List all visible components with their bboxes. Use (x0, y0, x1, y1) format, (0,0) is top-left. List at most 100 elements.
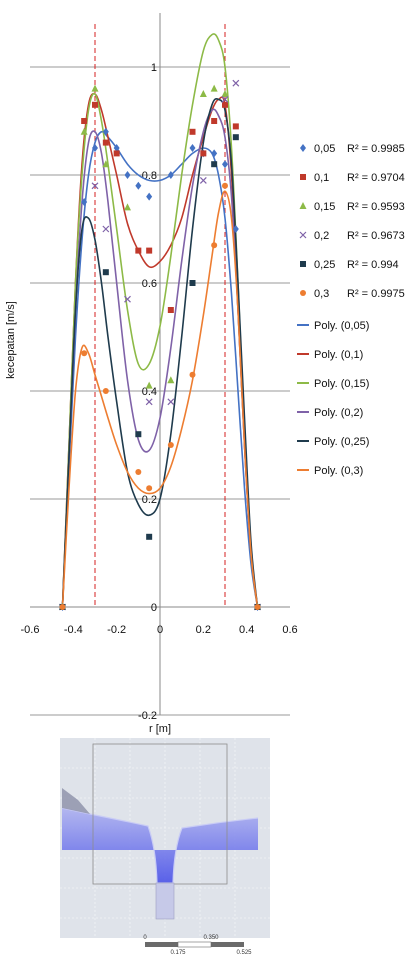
x-axis-label: r [m] (149, 723, 171, 735)
velocity-chart: -0.200.20.40.60.81-0.6 -0.4 -0.2 0 0.2 0.4 0.6… (5, 13, 405, 735)
data-point-5 (222, 182, 228, 189)
legend-r2: R² = 0.9673 (347, 230, 405, 242)
sim-splash (62, 788, 90, 814)
data-point-3 (91, 182, 99, 190)
data-point-2 (102, 160, 110, 168)
data-point-5 (211, 242, 218, 249)
data-point-0 (81, 198, 88, 206)
legend-marker-5 (300, 290, 306, 296)
legend-marker-2 (299, 202, 307, 209)
data-point-2 (221, 90, 229, 97)
legend-r2: R² = 0.9975 (347, 288, 405, 300)
data-point-3 (199, 176, 207, 184)
data-point-3 (232, 79, 240, 87)
x-tick-label: -0.6 (21, 624, 40, 636)
sim-water-body (62, 808, 258, 883)
data-point-4 (189, 280, 196, 286)
x-tick-label: 0 (157, 624, 163, 636)
legend-marker-4 (300, 261, 306, 267)
data-point-5 (189, 371, 196, 378)
data-point-1 (146, 247, 153, 254)
trendline-4 (61, 98, 259, 608)
data-point-1 (211, 118, 218, 124)
trendline-3 (61, 108, 259, 608)
legend-r2: R² = 0.994 (347, 259, 399, 271)
data-point-5 (81, 350, 88, 357)
data-point-2 (210, 84, 218, 92)
data-point-1 (200, 150, 207, 157)
scale-label-0: 0 (143, 935, 147, 941)
x-tick-label: -0.2 (107, 624, 126, 636)
data-point-5 (254, 604, 261, 610)
scale-label-350: 0.350 (203, 935, 219, 941)
data-point-2 (80, 127, 88, 135)
axes (30, 13, 290, 715)
data-point-2 (124, 203, 131, 211)
y-tick-label: 0.4 (142, 386, 157, 398)
y-tick-label: -0.2 (138, 710, 157, 722)
data-point-0 (167, 171, 174, 179)
data-point-1 (167, 307, 174, 313)
data-point-4 (232, 134, 239, 141)
data-markers (59, 79, 261, 611)
data-point-0 (189, 144, 196, 152)
legend-trend-label: Poly. (0,05) (314, 320, 369, 332)
data-point-2 (91, 84, 99, 92)
data-point-2 (145, 381, 153, 389)
legend: 0,05 R² = 0.9985 0,1 R² = 0.9704 0,15 R² = 0.… (297, 143, 405, 477)
legend-marker-1 (300, 174, 306, 180)
legend-r2: R² = 0.9985 (347, 143, 405, 155)
simulation-image: 0 0.350 0.175 0.525 (60, 738, 270, 956)
data-point-0 (222, 160, 228, 169)
data-point-4 (135, 431, 142, 438)
data-point-3 (124, 295, 131, 303)
data-point-0 (135, 181, 142, 190)
scale-label-525: 0.525 (236, 950, 252, 956)
legend-r2: R² = 0.9593 (347, 201, 405, 213)
legend-marker-0 (300, 144, 306, 152)
data-point-1 (232, 123, 239, 130)
legend-trend-label: Poly. (0,25) (314, 436, 369, 448)
legend-series-name: 0,05 (314, 143, 335, 155)
scale-label-175: 0.175 (170, 950, 186, 956)
data-point-0 (92, 144, 98, 152)
data-point-5 (167, 442, 174, 448)
data-point-5 (135, 469, 142, 475)
trendlines (61, 33, 259, 608)
y-tick-label: 1 (151, 62, 157, 74)
legend-series-name: 0,1 (314, 172, 329, 184)
data-point-2 (167, 376, 175, 384)
data-point-3 (221, 95, 229, 103)
data-point-3 (102, 225, 110, 233)
data-point-3 (167, 398, 175, 406)
x-tick-label: -0.4 (64, 624, 83, 636)
data-point-0 (211, 149, 218, 158)
data-point-1 (113, 150, 120, 157)
sim-scale-bar: 0 0.350 0.175 0.525 (143, 935, 252, 956)
legend-r2: R² = 0.9704 (347, 172, 405, 184)
trendline-5 (61, 190, 259, 608)
data-point-3 (145, 398, 153, 406)
legend-trend-label: Poly. (0,3) (314, 465, 363, 477)
y-tick-label: 0.6 (142, 278, 157, 290)
legend-trend-label: Poly. (0,1) (314, 349, 363, 361)
data-point-0 (102, 127, 109, 136)
legend-series-name: 0,2 (314, 230, 329, 242)
legend-marker-3 (299, 231, 307, 239)
tick-labels: -0.200.20.40.60.81-0.6 -0.4 -0.2 0 0.2 0.4 0.6 (21, 62, 298, 722)
y-tick-label: 0.2 (142, 494, 157, 506)
reference-lines (94, 24, 226, 605)
data-point-5 (146, 485, 153, 492)
x-tick-label: 0.6 (282, 624, 297, 636)
data-point-1 (81, 118, 88, 124)
legend-trend-label: Poly. (0,15) (314, 378, 369, 390)
data-point-4 (211, 161, 218, 168)
data-point-1 (102, 139, 109, 146)
x-tick-label: 0.2 (196, 624, 211, 636)
data-point-0 (113, 144, 120, 152)
data-point-5 (59, 604, 66, 610)
sim-outlet-pipe (155, 882, 175, 920)
legend-series-name: 0,25 (314, 259, 335, 271)
data-point-1 (135, 247, 142, 254)
legend-series-name: 0,3 (314, 288, 329, 300)
